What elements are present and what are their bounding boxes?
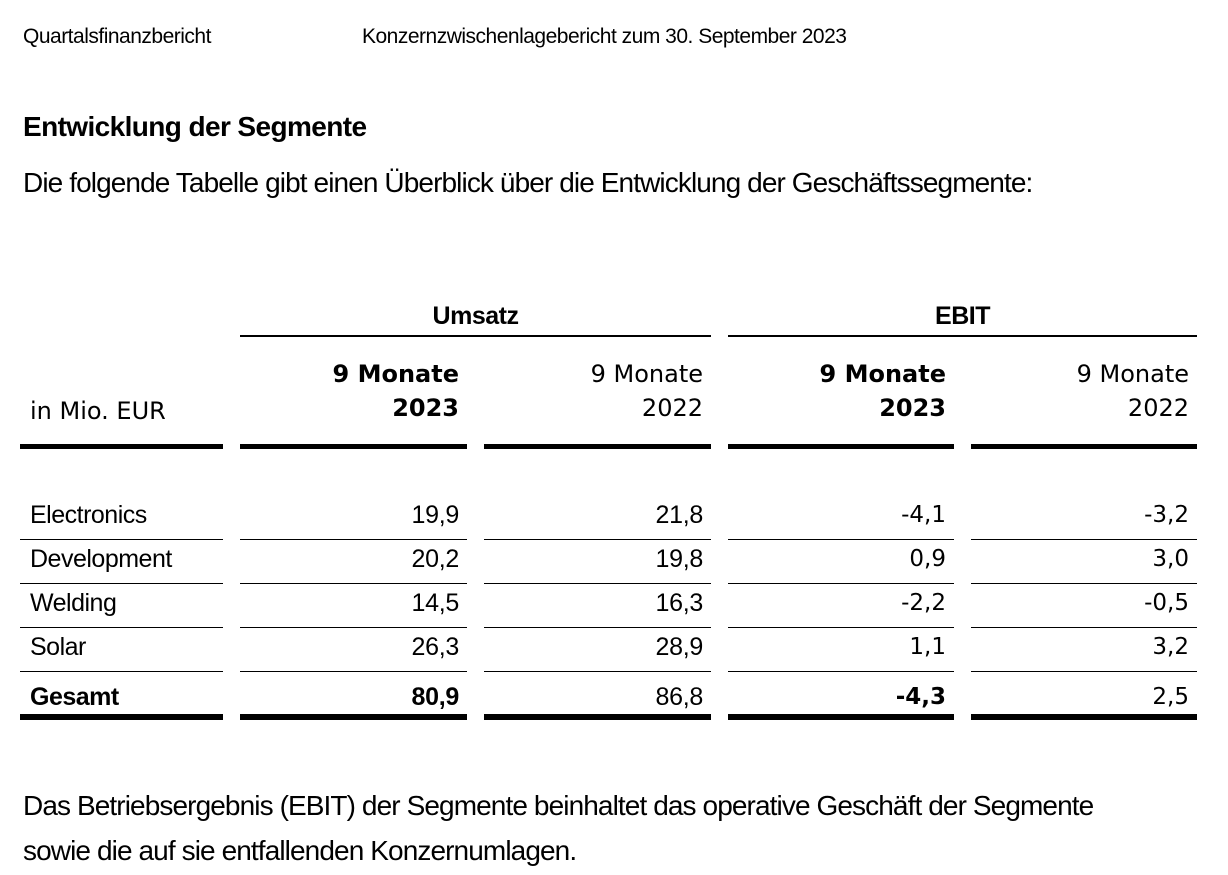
- column-period: 9 Monate: [1076, 360, 1189, 388]
- column-year: 2022: [641, 394, 703, 422]
- row-label-electronics: Electronics: [20, 496, 223, 540]
- footnote-line-1: Das Betriebsergebnis (EBIT) der Segmente…: [23, 790, 1094, 821]
- footnote-line-2: sowie die auf sie entfallenden Konzernum…: [23, 835, 577, 866]
- section-heading: Entwicklung der Segmente: [23, 111, 367, 142]
- unit-label: in Mio. EUR: [20, 337, 223, 449]
- cell-ebit-2022: -3,2: [971, 496, 1197, 540]
- cell-umsatz-2022: 28,9: [484, 628, 711, 672]
- segments-table: Umsatz EBIT in Mio. EUR 9 Monate 2023 9 …: [20, 301, 1197, 720]
- cell-umsatz-2023: 26,3: [240, 628, 467, 672]
- column-period: 9 Monate: [590, 360, 703, 388]
- column-header-ebit-2023: 9 Monate 2023: [728, 337, 954, 449]
- column-period: 9 Monate: [819, 360, 946, 388]
- column-year: 2023: [392, 394, 459, 422]
- report-type-label: Quartalsfinanzbericht: [23, 25, 211, 48]
- cell-ebit-2023: 1,1: [728, 628, 954, 672]
- cell-umsatz-2022-total: 86,8: [484, 672, 711, 720]
- cell-umsatz-2022: 19,8: [484, 540, 711, 584]
- report-title: Konzernzwischenlagebericht zum 30. Septe…: [362, 25, 847, 48]
- cell-ebit-2023-total: -4,3: [728, 672, 954, 720]
- cell-ebit-2023: -2,2: [728, 584, 954, 628]
- group-header-spacer: [20, 301, 223, 337]
- column-period: 9 Monate: [332, 360, 459, 388]
- table-spacer: [20, 449, 1197, 496]
- cell-umsatz-2023: 20,2: [240, 540, 467, 584]
- cell-umsatz-2023: 14,5: [240, 584, 467, 628]
- column-header-umsatz-2023: 9 Monate 2023: [240, 337, 467, 449]
- cell-ebit-2023: -4,1: [728, 496, 954, 540]
- row-label-gesamt: Gesamt: [20, 672, 223, 720]
- column-header-ebit-2022: 9 Monate 2022: [971, 337, 1197, 449]
- column-year: 2022: [1127, 394, 1189, 422]
- cell-ebit-2023: 0,9: [728, 540, 954, 584]
- intro-paragraph: Die folgende Tabelle gibt einen Überblic…: [23, 167, 1033, 198]
- cell-umsatz-2022: 16,3: [484, 584, 711, 628]
- column-year: 2023: [879, 394, 946, 422]
- cell-umsatz-2023-total: 80,9: [240, 672, 467, 720]
- cell-umsatz-2022: 21,8: [484, 496, 711, 540]
- column-header-umsatz-2022: 9 Monate 2022: [484, 337, 711, 449]
- row-label-development: Development: [20, 540, 223, 584]
- cell-ebit-2022: -0,5: [971, 584, 1197, 628]
- row-label-welding: Welding: [20, 584, 223, 628]
- footnote: Das Betriebsergebnis (EBIT) der Segmente…: [23, 783, 1094, 873]
- row-label-solar: Solar: [20, 628, 223, 672]
- cell-ebit-2022: 3,0: [971, 540, 1197, 584]
- group-header-ebit: EBIT: [728, 301, 1197, 337]
- cell-ebit-2022: 3,2: [971, 628, 1197, 672]
- group-header-umsatz: Umsatz: [240, 301, 711, 337]
- cell-ebit-2022-total: 2,5: [971, 672, 1197, 720]
- cell-umsatz-2023: 19,9: [240, 496, 467, 540]
